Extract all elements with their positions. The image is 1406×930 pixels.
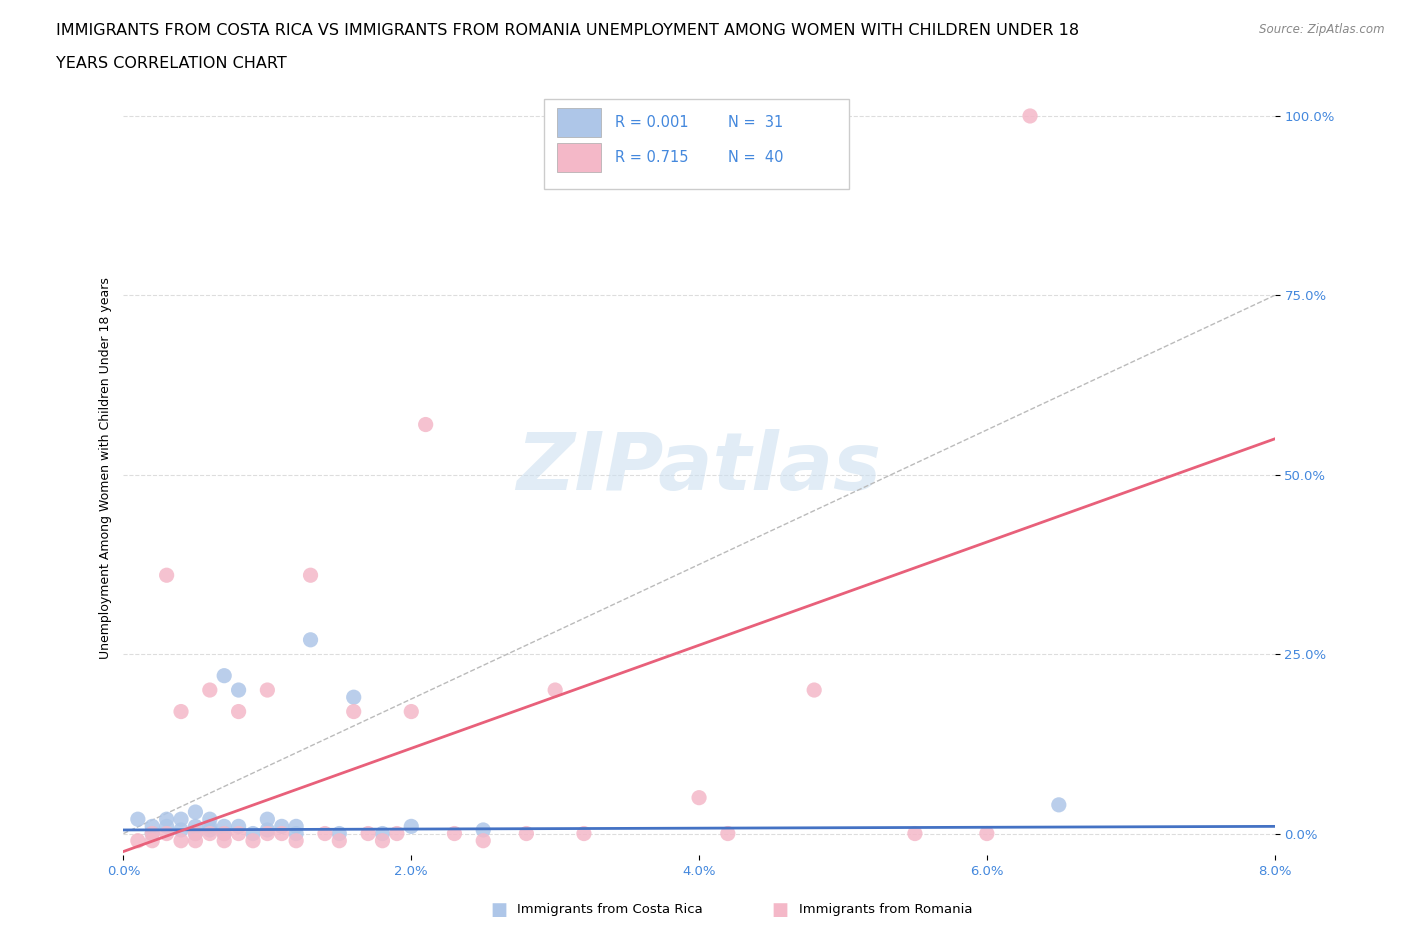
- Point: [544, 683, 567, 698]
- Point: [717, 826, 740, 841]
- Point: [184, 819, 207, 834]
- Point: [256, 822, 278, 837]
- Point: [976, 826, 998, 841]
- Text: N =  31: N = 31: [728, 115, 783, 130]
- Point: [212, 826, 235, 841]
- Point: [415, 417, 437, 432]
- Point: [357, 826, 380, 841]
- Y-axis label: Unemployment Among Women with Children Under 18 years: Unemployment Among Women with Children U…: [100, 276, 112, 658]
- FancyBboxPatch shape: [544, 100, 849, 189]
- Point: [256, 683, 278, 698]
- Point: [212, 819, 235, 834]
- Point: [198, 812, 221, 827]
- Point: [314, 826, 336, 841]
- Point: [1019, 109, 1042, 124]
- Point: [401, 819, 423, 834]
- Text: R = 0.715: R = 0.715: [614, 150, 689, 166]
- Point: [212, 826, 235, 841]
- Bar: [557, 108, 602, 138]
- Point: [156, 826, 179, 841]
- Point: [371, 833, 394, 848]
- Text: YEARS CORRELATION CHART: YEARS CORRELATION CHART: [56, 56, 287, 71]
- Text: IMMIGRANTS FROM COSTA RICA VS IMMIGRANTS FROM ROMANIA UNEMPLOYMENT AMONG WOMEN W: IMMIGRANTS FROM COSTA RICA VS IMMIGRANTS…: [56, 23, 1080, 38]
- Point: [212, 669, 235, 684]
- Point: [141, 819, 163, 834]
- Point: [198, 826, 221, 841]
- Point: [184, 804, 207, 819]
- Point: [127, 812, 149, 827]
- Point: [343, 690, 366, 705]
- Text: ■: ■: [772, 900, 789, 919]
- Text: Immigrants from Costa Rica: Immigrants from Costa Rica: [517, 903, 703, 916]
- Point: [198, 819, 221, 834]
- Point: [156, 568, 179, 583]
- Point: [270, 819, 292, 834]
- Point: [472, 833, 495, 848]
- Point: [242, 833, 264, 848]
- Point: [228, 683, 250, 698]
- Point: [141, 826, 163, 841]
- Text: N =  40: N = 40: [728, 150, 783, 166]
- Point: [127, 833, 149, 848]
- Point: [256, 812, 278, 827]
- Point: [371, 826, 394, 841]
- Text: Source: ZipAtlas.com: Source: ZipAtlas.com: [1260, 23, 1385, 36]
- Point: [141, 833, 163, 848]
- Text: Immigrants from Romania: Immigrants from Romania: [799, 903, 972, 916]
- Point: [170, 704, 193, 719]
- Point: [156, 819, 179, 834]
- Text: R = 0.001: R = 0.001: [614, 115, 689, 130]
- Point: [270, 826, 292, 841]
- Point: [228, 704, 250, 719]
- Point: [184, 826, 207, 841]
- Point: [285, 833, 308, 848]
- Point: [170, 812, 193, 827]
- Point: [170, 833, 193, 848]
- Point: [141, 826, 163, 841]
- Point: [904, 826, 927, 841]
- Point: [256, 826, 278, 841]
- Point: [688, 790, 710, 805]
- Point: [343, 704, 366, 719]
- Point: [803, 683, 825, 698]
- Point: [156, 812, 179, 827]
- Point: [328, 826, 350, 841]
- Point: [228, 826, 250, 841]
- Point: [198, 822, 221, 837]
- Point: [572, 826, 595, 841]
- Point: [385, 826, 408, 841]
- Point: [285, 826, 308, 841]
- Text: ■: ■: [491, 900, 508, 919]
- Point: [401, 704, 423, 719]
- Point: [170, 822, 193, 837]
- Point: [285, 819, 308, 834]
- Point: [328, 833, 350, 848]
- Point: [299, 632, 322, 647]
- Point: [198, 683, 221, 698]
- Point: [184, 833, 207, 848]
- Point: [212, 833, 235, 848]
- Point: [1047, 797, 1070, 812]
- Point: [472, 822, 495, 837]
- Bar: [557, 143, 602, 172]
- Point: [443, 826, 465, 841]
- Point: [242, 826, 264, 841]
- Point: [299, 568, 322, 583]
- Point: [228, 819, 250, 834]
- Text: ZIPatlas: ZIPatlas: [516, 429, 882, 507]
- Point: [515, 826, 537, 841]
- Point: [184, 826, 207, 841]
